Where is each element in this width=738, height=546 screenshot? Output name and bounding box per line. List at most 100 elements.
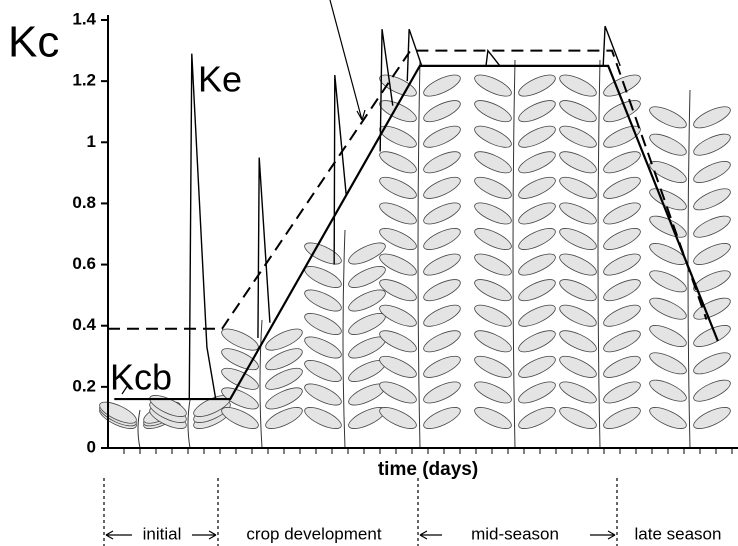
plant-leaf <box>474 100 512 123</box>
plant-leaf <box>348 289 386 312</box>
stage-label: late season <box>635 524 722 543</box>
plant-leaf <box>603 228 641 250</box>
plant-leaf <box>603 304 641 327</box>
y-tick-label: 0 <box>87 437 96 456</box>
plant-leaf <box>603 125 641 148</box>
plant-leaf <box>304 242 342 265</box>
plant-leaf <box>423 151 461 174</box>
plant-leaf <box>518 228 556 250</box>
plant-leaf <box>559 355 597 378</box>
plant-leaf <box>379 381 417 404</box>
plant-leaf <box>474 407 512 429</box>
plant-leaf <box>649 325 687 347</box>
plant-leaf <box>518 330 556 353</box>
plant-leaf <box>474 279 512 302</box>
stage-separators <box>103 478 618 546</box>
plant-leaf <box>474 202 512 225</box>
plant-leaf <box>603 202 641 225</box>
plant-leaf <box>649 270 687 293</box>
plant-leaf <box>518 304 556 327</box>
plant-leaf <box>221 407 259 429</box>
plant-leaf <box>265 407 303 429</box>
plant-leaf <box>649 161 687 183</box>
plant-leaf <box>423 202 461 225</box>
plant-leaf <box>265 348 303 371</box>
plant-leaf <box>379 151 417 174</box>
plant-leaf <box>379 407 417 429</box>
plant-stem <box>187 399 191 449</box>
plant-leaf <box>518 151 556 174</box>
plant-leaf <box>603 407 641 429</box>
plant-leaf <box>423 228 461 250</box>
plant-leaf <box>379 304 417 327</box>
plant-leaf <box>559 176 597 199</box>
plant-leaf <box>693 379 731 402</box>
y-axis-label: Kc <box>8 18 59 67</box>
plant-leaf <box>304 407 342 429</box>
plant-leaf <box>474 330 512 353</box>
plant-leaf <box>379 253 417 276</box>
plant-leaf <box>474 176 512 199</box>
plant-stem <box>512 59 516 449</box>
plant-leaf <box>265 387 303 410</box>
plant-leaf <box>649 379 687 402</box>
plant-leaf <box>603 176 641 199</box>
y-tick-label: 0.8 <box>72 193 96 212</box>
plant-leaf <box>518 381 556 404</box>
y-tick-label: 0.4 <box>72 315 96 334</box>
plant-leaf <box>559 407 597 429</box>
plant-illustration <box>99 59 731 449</box>
plant-leaf <box>649 297 687 320</box>
plant-leaf <box>559 100 597 123</box>
plant-leaf <box>693 215 731 238</box>
plant-leaf <box>379 125 417 148</box>
plant-leaf <box>603 381 641 404</box>
plant-leaf <box>693 243 731 265</box>
plant-leaf <box>518 176 556 199</box>
plant-leaf <box>693 325 731 347</box>
plant-leaf <box>423 253 461 276</box>
plant-leaf <box>423 355 461 378</box>
plant-leaf <box>559 330 597 353</box>
stage-label: crop development <box>246 524 381 543</box>
pointer-arrow <box>329 0 366 121</box>
plant-leaf <box>518 355 556 378</box>
plant-leaf <box>474 304 512 327</box>
plant-leaf <box>304 336 342 359</box>
plant-leaf <box>474 355 512 378</box>
plant-leaf <box>379 100 417 123</box>
stage-arrows <box>105 0 616 540</box>
plant-leaf <box>693 188 731 211</box>
plant-leaf <box>518 202 556 225</box>
stage-arrow <box>419 530 442 540</box>
plant-leaf <box>603 253 641 276</box>
plant-leaf <box>379 228 417 250</box>
plant-leaf <box>348 242 386 265</box>
plant-leaf <box>603 279 641 302</box>
plant-leaf <box>474 151 512 174</box>
plant-leaf <box>423 100 461 123</box>
plant-stem <box>259 319 263 449</box>
plant-stem <box>597 59 601 449</box>
plant-leaf <box>221 387 259 410</box>
plant-leaf <box>379 330 417 353</box>
x-axis-label: time (days) <box>378 459 478 480</box>
plant-leaf <box>693 270 731 293</box>
plant-leaf <box>474 125 512 148</box>
plant-stem <box>342 229 346 449</box>
y-tick-label: 1.4 <box>72 9 96 28</box>
plant-leaf <box>603 330 641 353</box>
y-tick-label: 0.2 <box>72 376 96 395</box>
plant-leaf <box>348 266 386 288</box>
plant-leaf <box>559 74 597 97</box>
stage-arrow <box>105 530 132 540</box>
plant-leaf <box>559 228 597 250</box>
plant-leaf <box>559 151 597 174</box>
plant-leaf <box>423 381 461 404</box>
plant-leaf <box>518 253 556 276</box>
plant-leaf <box>304 313 342 335</box>
plant-stem <box>137 409 141 449</box>
plant-leaf <box>649 106 687 129</box>
plant-leaf <box>649 133 687 156</box>
